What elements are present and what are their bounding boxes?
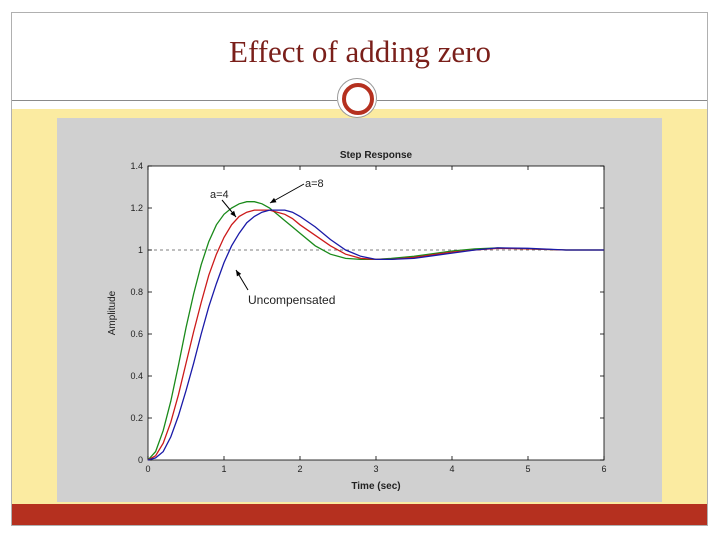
footer-band <box>12 504 707 525</box>
annotation-label: Uncompensated <box>248 293 335 307</box>
x-tick-label: 6 <box>601 464 606 474</box>
arrowhead-icon <box>270 197 277 203</box>
title-rule-right <box>377 100 707 101</box>
arrowhead-icon <box>236 270 242 277</box>
y-tick-label: 0.8 <box>130 287 143 297</box>
x-tick-label: 0 <box>145 464 150 474</box>
y-tick-label: 1.4 <box>130 161 143 171</box>
x-tick-label: 5 <box>525 464 530 474</box>
chart-title: Step Response <box>340 150 413 161</box>
x-tick-label: 3 <box>373 464 378 474</box>
annotation-label: a=8 <box>305 178 324 190</box>
slide-title: Effect of adding zero <box>229 34 491 69</box>
annotation-label: a=4 <box>210 189 229 201</box>
series-layer <box>147 201 604 461</box>
y-tick-label: 1 <box>138 245 143 255</box>
ring-icon <box>342 83 374 115</box>
series-line-a-8 <box>147 209 604 461</box>
annotation-layer: a=4 a=8 Uncompensated <box>210 178 335 307</box>
arrowhead-icon <box>230 210 236 217</box>
title-rule-left <box>12 100 337 101</box>
x-axis-label: Time (sec) <box>351 481 400 492</box>
y-tick-label: 0.6 <box>130 329 143 339</box>
x-tick-label: 1 <box>221 464 226 474</box>
tick-layer: 0 1 2 3 4 5 6 0 0.2 0.4 0.6 0.8 1 1.2 1.4 <box>130 161 606 474</box>
x-tick-label: 2 <box>297 464 302 474</box>
y-tick-label: 0.2 <box>130 413 143 423</box>
slide-frame <box>11 12 708 526</box>
circle-ornament-icon <box>337 78 377 118</box>
series-line-uncompensated <box>147 209 604 461</box>
annotation-arrow <box>269 183 305 204</box>
plot-area <box>147 165 605 461</box>
y-tick-label: 0 <box>138 455 143 465</box>
y-tick-label: 1.2 <box>130 203 143 213</box>
x-tick-label: 4 <box>449 464 454 474</box>
y-tick-label: 0.4 <box>130 371 143 381</box>
y-axis-label: Amplitude <box>107 290 118 335</box>
series-line-a-4 <box>147 201 604 461</box>
